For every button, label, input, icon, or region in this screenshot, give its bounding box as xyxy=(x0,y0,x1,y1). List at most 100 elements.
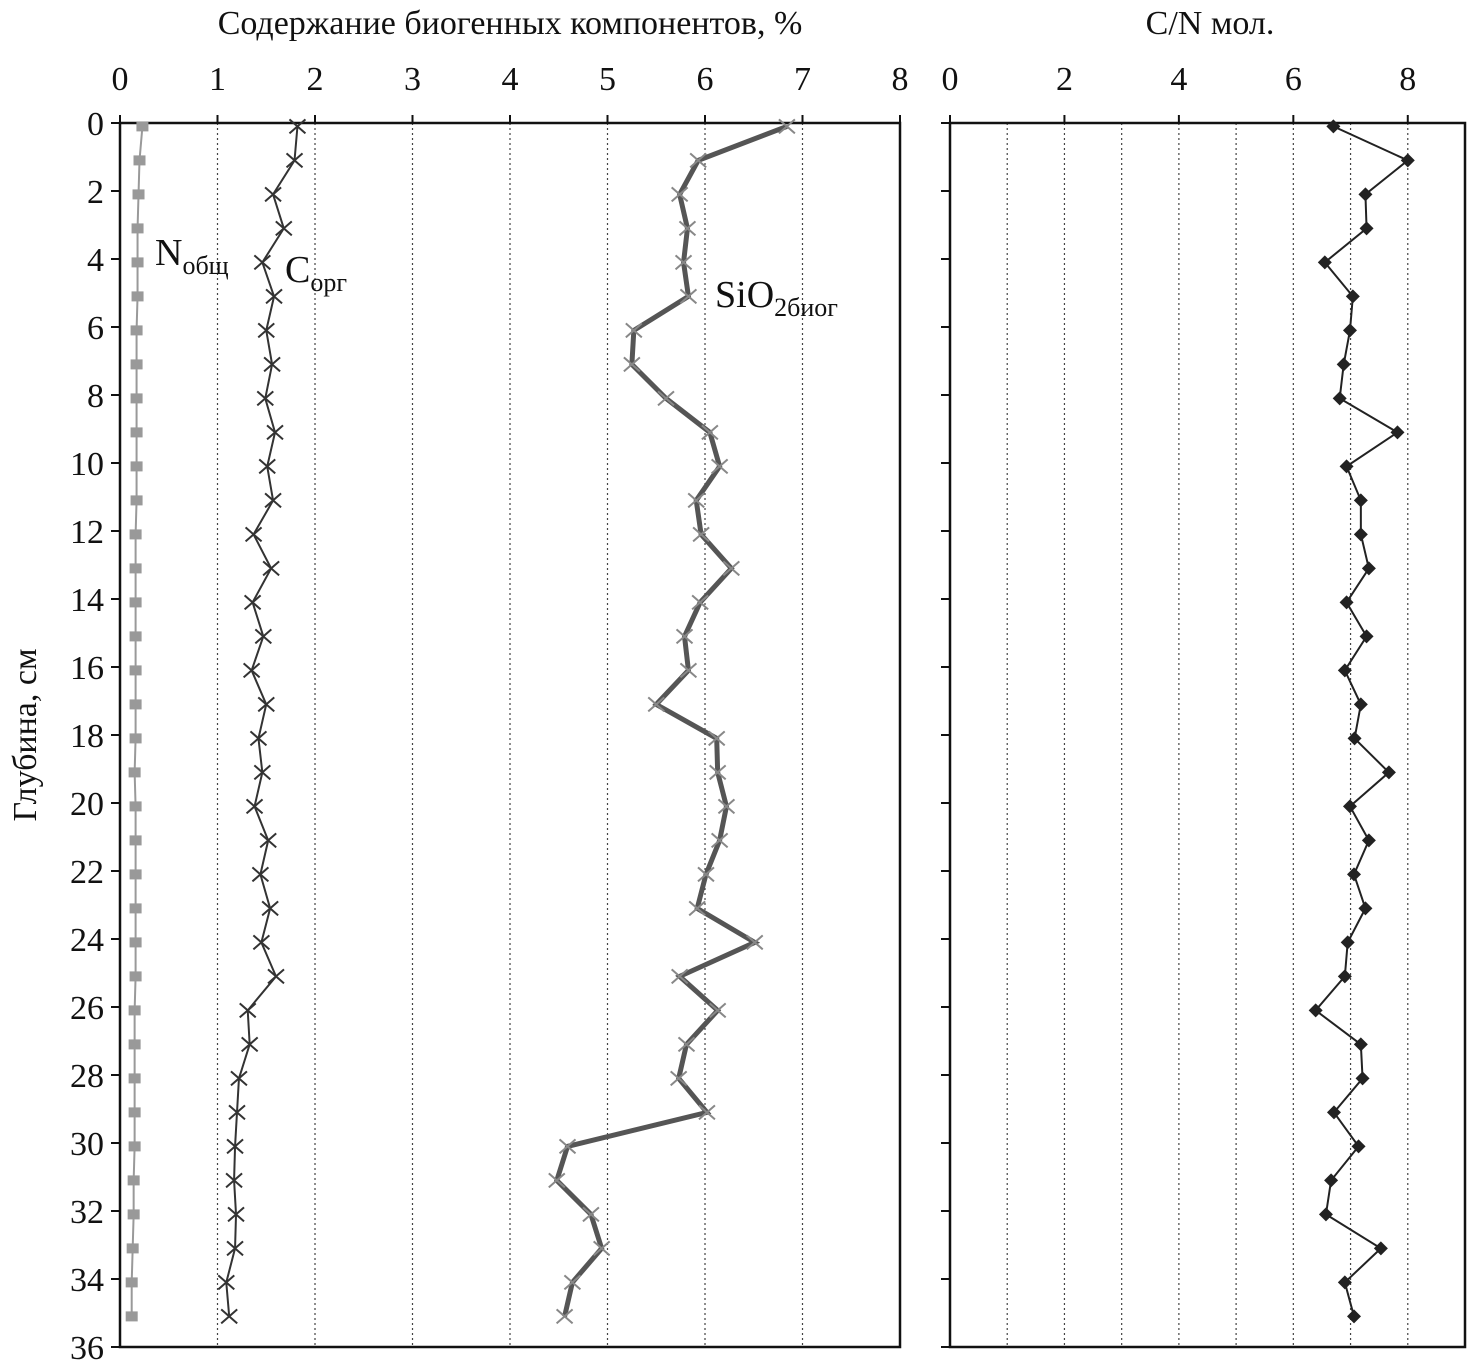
marker xyxy=(128,1039,141,1050)
series-label: Cорг xyxy=(285,249,347,297)
marker xyxy=(225,1172,243,1189)
marker xyxy=(217,1274,235,1291)
marker xyxy=(1326,119,1341,134)
marker xyxy=(670,186,689,203)
marker xyxy=(1324,1173,1339,1188)
marker xyxy=(253,764,272,781)
x-tick-label: 8 xyxy=(1399,61,1416,98)
marker xyxy=(266,424,284,441)
y-tick-label: 22 xyxy=(70,854,104,891)
y-tick-label: 2 xyxy=(87,174,104,211)
marker xyxy=(259,832,277,849)
marker xyxy=(697,866,715,883)
marker xyxy=(129,733,142,744)
x-tick-label: 5 xyxy=(599,61,616,98)
marker xyxy=(256,390,274,407)
x-tick-label: 4 xyxy=(502,61,519,98)
marker xyxy=(623,356,641,373)
y-tick-label: 12 xyxy=(70,514,104,551)
marker xyxy=(1317,255,1332,270)
marker xyxy=(563,1274,582,1291)
marker xyxy=(257,696,275,713)
x-tick-label: 8 xyxy=(892,61,909,98)
marker xyxy=(129,971,142,982)
marker xyxy=(129,563,142,574)
marker xyxy=(228,1104,246,1121)
marker xyxy=(1342,323,1357,338)
x-tick-label: 6 xyxy=(697,61,714,98)
marker xyxy=(717,798,736,815)
marker xyxy=(254,628,272,645)
marker xyxy=(1346,1309,1361,1324)
marker xyxy=(129,529,142,540)
marker xyxy=(252,934,271,951)
marker xyxy=(1346,867,1361,882)
marker xyxy=(129,903,142,914)
marker xyxy=(1351,1139,1366,1154)
marker xyxy=(130,393,143,404)
marker xyxy=(1339,459,1354,474)
marker xyxy=(227,1206,245,1223)
marker xyxy=(128,1141,141,1152)
marker xyxy=(1336,357,1351,372)
x-tick-label: 7 xyxy=(794,61,811,98)
marker xyxy=(1359,221,1374,236)
series-label-name: N xyxy=(155,232,182,274)
marker xyxy=(1400,153,1415,168)
marker xyxy=(625,322,643,339)
series-label: Nобщ xyxy=(155,232,229,280)
y-tick-label: 10 xyxy=(70,446,104,483)
marker xyxy=(1308,1003,1323,1018)
marker xyxy=(1337,1275,1352,1290)
marker xyxy=(678,220,697,237)
marker xyxy=(1345,289,1360,304)
chart-title: Содержание биогенных компонентов, % xyxy=(218,5,803,42)
marker xyxy=(592,1240,611,1257)
marker xyxy=(127,1175,140,1186)
marker xyxy=(1342,799,1357,814)
y-axis-label: Глубина, см xyxy=(7,648,44,821)
x-tick-label: 3 xyxy=(404,61,421,98)
marker xyxy=(1355,1071,1370,1086)
marker xyxy=(129,835,142,846)
marker xyxy=(1358,187,1373,202)
marker xyxy=(125,1277,138,1288)
y-tick-label: 0 xyxy=(87,106,104,143)
marker xyxy=(241,1036,259,1053)
marker xyxy=(132,189,145,200)
marker xyxy=(1332,391,1347,406)
marker xyxy=(258,458,276,475)
marker xyxy=(701,424,719,441)
series-line xyxy=(553,124,788,1317)
y-tick-label: 16 xyxy=(70,650,104,687)
y-tick-label: 20 xyxy=(70,786,104,823)
marker xyxy=(244,526,263,543)
plot-frame xyxy=(948,121,1467,1349)
marker xyxy=(677,1036,696,1053)
marker xyxy=(230,1070,248,1087)
marker xyxy=(127,1209,140,1220)
marker xyxy=(1347,731,1362,746)
marker xyxy=(129,699,142,710)
marker xyxy=(558,1138,577,1155)
marker xyxy=(131,291,144,302)
plot-frame xyxy=(118,121,902,1349)
marker xyxy=(264,186,282,203)
marker xyxy=(226,1240,244,1257)
x-tick-label: 2 xyxy=(1056,61,1073,98)
marker xyxy=(129,631,142,642)
marker xyxy=(679,662,698,679)
marker xyxy=(679,288,698,305)
marker xyxy=(582,1206,600,1223)
marker xyxy=(288,118,307,135)
y-tick-label: 14 xyxy=(70,582,104,619)
marker xyxy=(674,254,693,271)
marker xyxy=(670,1070,688,1087)
x-tick-label: 0 xyxy=(942,61,959,98)
marker xyxy=(136,121,149,132)
marker xyxy=(128,1005,141,1016)
marker xyxy=(1361,833,1376,848)
marker xyxy=(129,597,142,608)
marker xyxy=(243,594,262,611)
